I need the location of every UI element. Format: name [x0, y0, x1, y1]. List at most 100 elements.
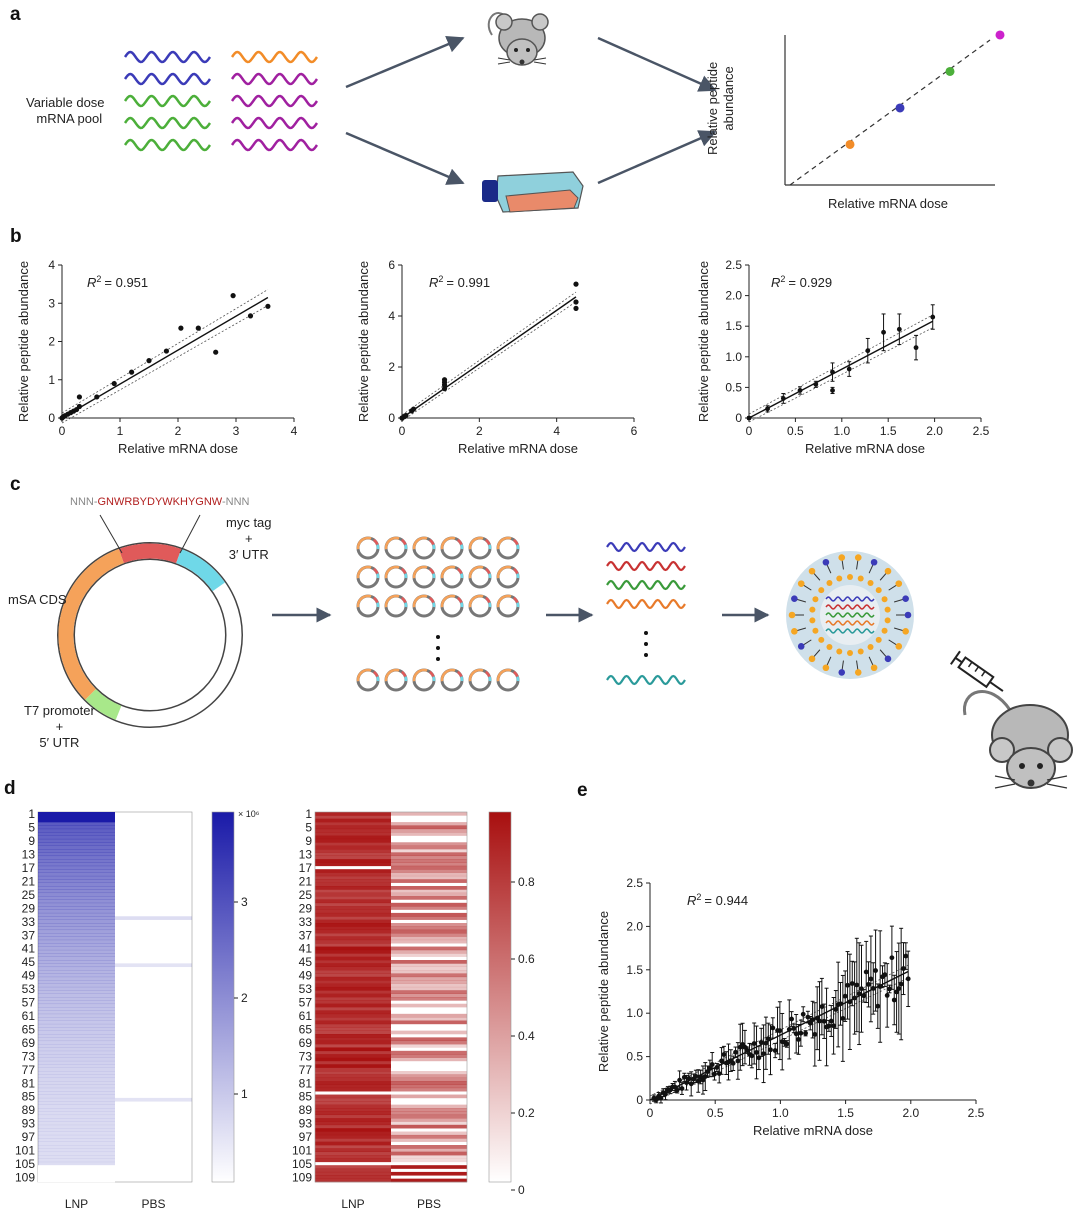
lipid-head — [788, 611, 796, 619]
insert-segment — [118, 543, 182, 564]
data-point — [700, 1077, 706, 1083]
myc-segment — [175, 549, 225, 592]
data-point — [905, 976, 911, 982]
heatmap-cell-lnp — [38, 896, 115, 900]
heatmap-cell-lnp — [315, 929, 391, 934]
mini-plasmid — [440, 565, 464, 589]
heatmap-cell-pbs — [391, 1030, 467, 1035]
row-label: 41 — [22, 942, 36, 956]
heatmap-cell-pbs — [391, 825, 467, 830]
data-point — [770, 1025, 776, 1031]
heatmap-cell-lnp — [315, 919, 391, 924]
heatmap-cell-pbs — [391, 983, 467, 988]
heatmap-cell-lnp — [315, 1165, 391, 1169]
x-tick-label: 0.5 — [707, 1106, 724, 1120]
heatmap-cell-pbs — [391, 976, 467, 981]
row-label: 17 — [299, 861, 313, 875]
mini-myc — [412, 668, 436, 692]
lipid-head — [857, 575, 864, 582]
row-label: 89 — [22, 1103, 36, 1117]
schematic-point — [845, 139, 855, 149]
heatmap-cell-lnp — [315, 1108, 391, 1112]
mini-myc — [356, 536, 380, 560]
mini-cds — [440, 668, 464, 692]
heatmap-cell-lnp — [315, 872, 391, 877]
ellipsis-dot — [436, 635, 440, 639]
insert-seq: GNWRBYDYWKHYGNW — [97, 496, 222, 508]
heatmap-cell-pbs — [391, 892, 467, 897]
column-label: LNP — [341, 1197, 364, 1211]
mini-plasmid — [468, 565, 492, 589]
data-point — [247, 313, 254, 319]
lipid-head — [791, 595, 798, 602]
heatmap-cell-pbs — [391, 862, 467, 867]
data-point — [213, 349, 219, 355]
heatmap-cell-lnp — [38, 960, 115, 964]
heatmap-cell-lnp — [315, 906, 391, 910]
mini-plasmid — [496, 668, 520, 692]
heatmap-cell-pbs — [391, 980, 467, 984]
row-label: 1 — [305, 807, 312, 821]
heatmap-cell-lnp — [315, 949, 391, 954]
data-point — [887, 986, 892, 992]
heatmap-cell-lnp — [315, 1077, 391, 1082]
heatmap-cell-pbs — [391, 865, 467, 870]
heatmap-cell-lnp — [38, 1134, 115, 1139]
heatmap-cell-lnp — [315, 1087, 391, 1092]
heatmap-cell-pbs — [391, 879, 467, 883]
heatmap-cell-lnp — [38, 879, 115, 883]
mini-myc — [468, 668, 492, 692]
data-point — [730, 1060, 736, 1066]
heatmap-cell-pbs — [391, 960, 467, 964]
heatmap-cell-lnp — [38, 990, 115, 994]
row-label: 65 — [299, 1022, 313, 1036]
data-point — [693, 1073, 699, 1079]
heatmap-cell-lnp — [38, 822, 115, 826]
heatmap-cell-pbs — [391, 936, 467, 941]
mrna-wave — [230, 94, 319, 108]
heatmap-cell-pbs — [391, 906, 467, 910]
heatmap-cell-lnp — [315, 1020, 391, 1025]
data-point — [688, 1081, 694, 1087]
row-label: 33 — [22, 915, 36, 929]
mrna-library — [606, 541, 686, 686]
heatmap-cell-lnp — [315, 953, 391, 957]
encapsulated-mrna — [825, 596, 875, 602]
heatmap-cell-pbs — [391, 1057, 467, 1062]
heatmap-cell-lnp — [38, 1121, 115, 1126]
insert-sequence: NNN-GNWRBYDYWKHYGNW-NNN — [70, 496, 249, 508]
heatmap-cell-pbs — [391, 1077, 467, 1082]
plasmid-library — [356, 536, 520, 692]
heatmap-cell-pbs — [391, 1124, 467, 1129]
heatmap-cell-lnp — [38, 976, 115, 981]
heatmap-cell-pbs — [391, 1171, 467, 1176]
heatmap-cell-pbs — [391, 828, 467, 833]
heatmap-cell-pbs — [391, 845, 467, 850]
heatmap-cell-lnp — [38, 933, 115, 937]
y-tick-label: 2 — [48, 335, 55, 349]
heatmap-cell-pbs — [391, 842, 467, 846]
row-label: 85 — [22, 1090, 36, 1104]
heatmap-cell-lnp — [315, 1081, 391, 1085]
r2-value: = 0.991 — [446, 275, 490, 290]
heatmap-cell-pbs — [391, 1061, 467, 1065]
heatmap-cell-pbs — [391, 1169, 467, 1173]
panel-c-letter: c — [10, 474, 21, 495]
mini-cds — [468, 565, 492, 589]
syringe-icon — [950, 650, 1004, 692]
r2-label: R2 = 0.991 — [429, 274, 490, 290]
heatmap-cell-lnp — [38, 983, 115, 988]
x-axis-label: Relative mRNA dose — [458, 441, 578, 456]
heatmap-cell-pbs — [391, 1044, 467, 1048]
heatmap-cell-lnp — [38, 1060, 115, 1065]
heatmap-cell-pbs — [391, 849, 467, 853]
row-label: 61 — [299, 1009, 313, 1023]
heatmap-cell-pbs — [391, 1050, 467, 1055]
encapsulated-mrna — [825, 620, 875, 626]
heatmap-cell-lnp — [38, 859, 115, 863]
data-point — [702, 1074, 708, 1079]
data-point — [265, 303, 271, 309]
heatmap-cell-lnp — [315, 1017, 391, 1021]
lipid-head — [867, 643, 874, 650]
heatmap-cell-lnp — [315, 933, 391, 937]
